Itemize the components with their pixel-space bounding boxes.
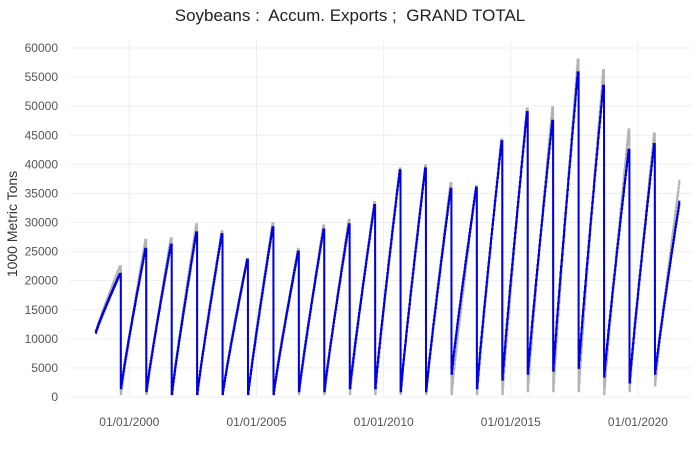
y-tick-label: 20000 — [25, 274, 59, 288]
y-tick-label: 25000 — [25, 245, 59, 259]
x-tick-label: 01/01/2005 — [227, 415, 287, 429]
series-line-secondary — [94, 58, 681, 396]
y-tick-label: 15000 — [25, 303, 59, 317]
y-tick-label: 50000 — [25, 99, 59, 113]
series-line-primary — [94, 71, 681, 396]
y-axis-title: 1000 Metric Tons — [4, 171, 20, 277]
axis-labels: 0 5000 10000 15000 20000 25000 30000 35000 40000… — [25, 41, 669, 429]
y-tick-label: 35000 — [25, 186, 59, 200]
y-tick-label: 0 — [51, 390, 58, 404]
y-tick-label: 10000 — [25, 332, 59, 346]
x-tick-label: 01/01/2015 — [481, 415, 541, 429]
series-layer — [94, 58, 681, 396]
y-tick-label: 60000 — [25, 41, 59, 55]
y-tick-label: 45000 — [25, 128, 59, 142]
chart-title: Soybeans : Accum. Exports ; GRAND TOTAL — [174, 6, 526, 25]
x-tick-label: 01/01/2020 — [608, 415, 668, 429]
y-tick-label: 40000 — [25, 157, 59, 171]
x-tick-label: 01/01/2010 — [354, 415, 414, 429]
y-tick-label: 55000 — [25, 70, 59, 84]
y-tick-label: 5000 — [31, 361, 58, 375]
y-tick-label: 30000 — [25, 216, 59, 230]
x-tick-label: 01/01/2000 — [99, 415, 159, 429]
